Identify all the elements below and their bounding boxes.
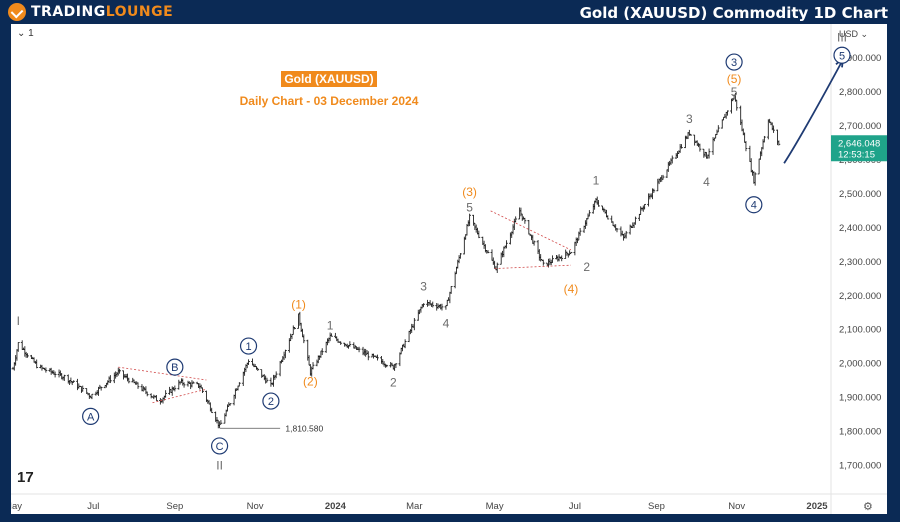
wave-label-circle <box>262 392 280 410</box>
wave-label: B <box>171 362 178 374</box>
x-tick-label: May <box>486 501 504 512</box>
low-price-label: 1,810.580 <box>285 423 323 433</box>
trendline <box>494 264 571 269</box>
wave-label-circle <box>725 53 743 71</box>
y-tick-label: 2,200.000 <box>839 291 881 302</box>
x-tick-label: Mar <box>406 501 422 512</box>
wave-label: (5) <box>727 72 742 86</box>
trendline <box>118 366 207 381</box>
x-tick-label: May <box>11 501 22 512</box>
tradinglounge-logo: TRADINGLOUNGE <box>8 3 173 21</box>
last-price-badge <box>831 135 887 162</box>
y-tick-label: 2,300.000 <box>839 257 881 268</box>
x-tick-label: Jul <box>569 501 581 512</box>
wave-label: C <box>216 441 224 453</box>
wave-label: 3 <box>731 57 737 69</box>
wave-label: (4) <box>564 282 579 296</box>
currency-label: USD ⌄ <box>839 29 868 39</box>
x-tick-label: Nov <box>728 501 745 512</box>
wave-label: 4 <box>703 175 710 189</box>
bar-countdown: 12:53:15 <box>838 149 875 160</box>
wave-label: 2 <box>583 260 590 274</box>
wave-label: 2 <box>268 396 274 408</box>
wave-label: 5 <box>731 85 738 99</box>
y-tick-label: 2,500.000 <box>839 189 881 200</box>
wave-label: III <box>837 31 847 45</box>
wave-label: 4 <box>443 317 450 331</box>
wave-label: 3 <box>420 279 427 293</box>
y-tick-label: 1,700.000 <box>839 461 881 472</box>
chart-plot-area[interactable]: USD ⌄2,900.0002,800.0002,700.0002,600.00… <box>11 24 887 514</box>
wave-label-circle <box>210 437 229 455</box>
wave-label: 5 <box>466 200 473 214</box>
wave-label: 4 <box>751 200 757 212</box>
x-tick-label: 2025 <box>806 501 828 512</box>
y-tick-label: 2,400.000 <box>839 223 881 234</box>
x-tick-label: Sep <box>166 501 183 512</box>
interval-selector[interactable]: ⌄ 1 <box>17 28 34 39</box>
logo-icon <box>8 3 26 21</box>
logo-text: TRADINGLOUNGE <box>31 4 174 20</box>
x-tick-label: Sep <box>648 501 665 512</box>
y-tick-label: 2,900.000 <box>839 53 881 64</box>
wave-label-circle <box>745 196 763 214</box>
wave-label: (1) <box>291 297 306 311</box>
chart-annotation: Gold (XAUUSD) Daily Chart - 03 December … <box>239 70 419 108</box>
x-tick-label: Jul <box>87 501 99 512</box>
y-tick-label: 2,100.000 <box>839 325 881 336</box>
wave-label-circle <box>82 407 100 425</box>
last-price-value: 2,646.048 <box>838 138 880 149</box>
price-chart[interactable]: USD ⌄2,900.0002,800.0002,700.0002,600.00… <box>11 24 887 514</box>
wave-label-circle <box>166 358 184 376</box>
y-tick-label: 2,700.000 <box>839 121 881 132</box>
wave-label: I <box>17 314 20 328</box>
wave-label: 5 <box>839 50 845 62</box>
y-tick-label: 1,900.000 <box>839 393 881 404</box>
annotation-title: Gold (XAUUSD) <box>281 71 377 87</box>
chart-title: Gold (XAUUSD) Commodity 1D Chart <box>579 4 888 22</box>
price-axis-panel <box>831 24 887 514</box>
y-tick-label: 2,000.000 <box>839 359 881 370</box>
header-bar: TRADINGLOUNGE Gold (XAUUSD) Commodity 1D… <box>0 0 900 24</box>
wave-label: A <box>87 411 95 423</box>
ohlc-bars <box>11 92 781 429</box>
forecast-path <box>783 60 843 164</box>
settings-gear-icon[interactable]: ⚙ <box>863 501 873 513</box>
wave-label: 1 <box>593 173 600 187</box>
trendline <box>152 388 207 404</box>
wave-label: II <box>216 459 223 473</box>
wave-label: 1 <box>245 341 251 353</box>
x-tick-label: 2024 <box>325 501 347 512</box>
annotation-subtitle: Daily Chart - 03 December 2024 <box>239 94 419 108</box>
x-tick-label: Nov <box>247 501 264 512</box>
wave-label-circle <box>833 46 851 64</box>
y-tick-label: 2,800.000 <box>839 87 881 98</box>
trendline <box>490 210 572 251</box>
wave-label: (2) <box>303 374 318 388</box>
tradingview-logo-icon: 17 <box>17 469 34 486</box>
wave-label: 3 <box>686 112 693 126</box>
wave-label: 2 <box>390 375 397 389</box>
wave-label: 1 <box>327 319 334 333</box>
y-tick-label: 1,800.000 <box>839 427 881 438</box>
wave-label: (3) <box>462 185 477 199</box>
wave-label-circle <box>239 337 258 355</box>
